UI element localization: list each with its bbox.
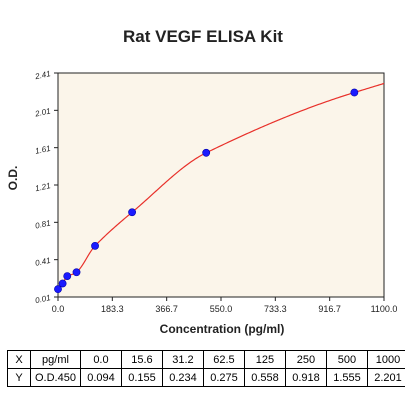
table-cell: X bbox=[7, 350, 31, 369]
x-tick-label: 550.0 bbox=[210, 304, 233, 314]
y-tick-label: 0.41 bbox=[34, 256, 51, 268]
y-tick-label: 2.01 bbox=[33, 106, 51, 118]
y-tick-label: 2.41 bbox=[33, 69, 51, 81]
table-cell: 0.234 bbox=[161, 368, 204, 387]
table-cell: 500 bbox=[325, 350, 368, 369]
table-cell: 0.0 bbox=[79, 350, 122, 369]
x-tick-label: 733.3 bbox=[264, 304, 287, 314]
table-cell: 1.555 bbox=[325, 368, 368, 387]
data-point bbox=[58, 279, 67, 288]
plot-frame bbox=[57, 72, 385, 298]
table-row: Y O.D.450 0.094 0.155 0.234 0.275 0.558 0.918 1.… bbox=[7, 368, 405, 387]
plot-area: 0.0 183.3 366.7 550.0 733.3 916.7 1100.0 0.01 0.… bbox=[33, 69, 397, 314]
table-cell: 0.094 bbox=[79, 368, 122, 387]
x-tick-label: 916.7 bbox=[318, 304, 341, 314]
data-point bbox=[350, 88, 359, 97]
data-point bbox=[91, 241, 99, 250]
data-point bbox=[72, 268, 81, 277]
data-point bbox=[128, 208, 136, 217]
table-cell: 0.918 bbox=[284, 368, 327, 387]
data-point bbox=[202, 148, 211, 157]
fit-curve bbox=[57, 82, 385, 290]
data-point bbox=[63, 272, 72, 280]
y-tick-label: 0.01 bbox=[34, 293, 51, 305]
x-tick-label: 183.3 bbox=[101, 304, 124, 314]
table-cell: 125 bbox=[243, 350, 286, 369]
table-cell: 31.2 bbox=[161, 350, 204, 369]
table-cell: 0.155 bbox=[120, 368, 163, 387]
table-cell: 1000 bbox=[366, 350, 405, 369]
table-cell: 62.5 bbox=[202, 350, 245, 369]
y-tick-label: 0.81 bbox=[34, 218, 51, 230]
chart-panel: Rat VEGF ELISA Kit O.D. Concentration (p… bbox=[6, 27, 398, 336]
table-cell: 15.6 bbox=[120, 350, 163, 369]
x-tick-label: 1100.0 bbox=[371, 304, 398, 314]
table-cell: O.D.450 bbox=[30, 368, 81, 387]
table-cell: 0.275 bbox=[202, 368, 245, 387]
chart-svg: Rat VEGF ELISA Kit O.D. Concentration (p… bbox=[6, 27, 397, 336]
x-tick-label: 366.7 bbox=[155, 304, 178, 314]
table-cell: pg/ml bbox=[30, 350, 81, 369]
x-axis-label: Concentration (pg/ml) bbox=[160, 322, 285, 336]
chart-title: Rat VEGF ELISA Kit bbox=[123, 27, 283, 46]
y-axis-label: O.D. bbox=[6, 166, 20, 191]
x-tick-label: 0.0 bbox=[52, 304, 65, 314]
y-tick-label: 1.61 bbox=[34, 144, 51, 156]
table-cell: 2.201 bbox=[366, 368, 405, 387]
data-point bbox=[54, 285, 62, 294]
y-tick-label: 1.21 bbox=[34, 181, 51, 193]
table-cell: Y bbox=[7, 368, 31, 387]
table-cell: 250 bbox=[284, 350, 327, 369]
table-cell: 0.558 bbox=[243, 368, 286, 387]
